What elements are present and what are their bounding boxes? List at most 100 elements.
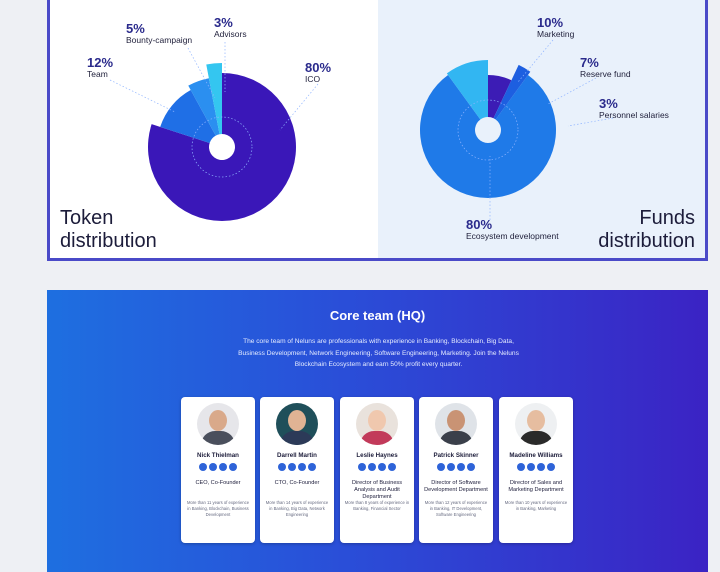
avatar [515, 403, 557, 445]
slice-name-label: Team [87, 69, 108, 79]
member-experience: More than 10 years of experience in Bank… [504, 500, 568, 511]
core-team-section: Core team (HQ) The core team of Neluns a… [47, 290, 708, 572]
funds-chart-title: Funds distribution [598, 207, 695, 253]
avatar-body [280, 431, 314, 445]
member-name: Madeline Williams [509, 452, 563, 459]
twitter-icon[interactable] [388, 463, 396, 471]
leader-line [567, 117, 614, 127]
avatar-body [439, 431, 473, 445]
member-name: Nick Thielman [197, 452, 239, 459]
funds-title-line2: distribution [598, 230, 695, 252]
team-member-card[interactable]: Patrick Skinner Director of Software Dev… [419, 397, 493, 543]
slice-percent-label: 3% [214, 15, 233, 30]
linkedin-icon[interactable] [209, 463, 217, 471]
team-member-card[interactable]: Nick Thielman CEO, Co-Founder More than … [181, 397, 255, 543]
avatar-head [368, 410, 386, 431]
member-role: CEO, Co-Founder [195, 480, 241, 486]
member-role: Director of Sales and Marketing Departme… [508, 480, 564, 493]
member-experience: More than 14 years of experience in Bank… [265, 500, 329, 517]
facebook-icon[interactable] [517, 463, 525, 471]
leader-line [109, 79, 176, 113]
telegram-icon[interactable] [298, 463, 306, 471]
donut-inner-ring [191, 116, 253, 178]
member-role: Director of Business Analysis and Audit … [351, 480, 403, 500]
slice-name-label: Ecosystem development [466, 231, 559, 241]
social-links [340, 463, 414, 471]
pie-slice-advisors [206, 63, 222, 135]
slice-name-label: Reserve fund [580, 69, 631, 79]
twitter-icon[interactable] [467, 463, 475, 471]
avatar-head [288, 410, 306, 431]
social-links [499, 463, 573, 471]
slice-percent-label: 7% [580, 55, 599, 70]
social-links [181, 463, 255, 471]
avatar [356, 403, 398, 445]
donut-inner-ring [457, 99, 519, 161]
telegram-icon[interactable] [219, 463, 227, 471]
avatar [435, 403, 477, 445]
member-role: CTO, Co-Founder [274, 480, 320, 486]
slice-name-label: Advisors [214, 29, 247, 39]
slice-name-label: Bounty-campaign [126, 35, 192, 45]
social-links [419, 463, 493, 471]
slice-name-label: Marketing [537, 29, 575, 39]
twitter-icon[interactable] [229, 463, 237, 471]
member-experience: More than 12 years of experience in Bank… [424, 500, 488, 517]
twitter-icon[interactable] [547, 463, 555, 471]
avatar-head [209, 410, 227, 431]
linkedin-icon[interactable] [288, 463, 296, 471]
facebook-icon[interactable] [278, 463, 286, 471]
team-description: The core team of Neluns are professional… [238, 338, 519, 368]
telegram-icon[interactable] [457, 463, 465, 471]
telegram-icon[interactable] [378, 463, 386, 471]
linkedin-icon[interactable] [368, 463, 376, 471]
member-name: Patrick Skinner [433, 452, 479, 459]
avatar-head [447, 410, 465, 431]
member-experience: More than 11 years of experience in Bank… [186, 500, 250, 517]
leader-line [279, 83, 319, 131]
pie-slice-marketing [446, 60, 488, 120]
member-name: Leslie Haynes [356, 452, 398, 459]
linkedin-icon[interactable] [527, 463, 535, 471]
slice-percent-label: 3% [599, 96, 618, 111]
pie-slice-ico [148, 73, 296, 221]
token-title-line2: distribution [60, 230, 157, 252]
facebook-icon[interactable] [437, 463, 445, 471]
pie-slice-ecosystem-development [420, 74, 556, 199]
slice-percent-label: 12% [87, 55, 113, 70]
member-experience: More than 8 years of experience in Banki… [344, 500, 410, 511]
leader-line [187, 47, 216, 99]
slice-name-label: ICO [305, 74, 321, 84]
twitter-icon[interactable] [308, 463, 316, 471]
team-title: Core team (HQ) [329, 308, 426, 323]
slice-percent-label: 10% [537, 15, 563, 30]
slice-percent-label: 5% [126, 21, 145, 36]
pie-slice-team [160, 90, 216, 143]
team-member-card[interactable]: Darrell Martin CTO, Co-Founder More than… [260, 397, 334, 543]
slice-percent-label: 80% [466, 217, 492, 232]
avatar [276, 403, 318, 445]
social-links [260, 463, 334, 471]
team-member-card[interactable]: Madeline Williams Director of Sales and … [499, 397, 573, 543]
leader-line [517, 39, 554, 83]
facebook-icon[interactable] [199, 463, 207, 471]
telegram-icon[interactable] [537, 463, 545, 471]
funds-title-line1: Funds [639, 207, 695, 229]
pie-slice-bounty-campaign [188, 78, 220, 136]
token-title-line1: Token [60, 207, 114, 229]
distribution-charts-panel: 12% Team 5% Bounty-campaign 3% Advisors 80% ICO… [47, 0, 708, 261]
pie-slice-reserve-fund [488, 75, 512, 119]
funds-distribution-chart: 10% Marketing 7% Reserve fund 3% Personnel sa… [378, 0, 705, 258]
member-name: Darrell Martin [277, 452, 317, 459]
leader-line [547, 77, 597, 105]
team-member-card[interactable]: Leslie Haynes Director of Business Analy… [340, 397, 414, 543]
token-donut-svg: 12%Team 5%Bounty-campaign 3%Advisors 80%ICO [87, 15, 331, 221]
avatar [197, 403, 239, 445]
facebook-icon[interactable] [358, 463, 366, 471]
avatar-head [527, 410, 545, 431]
token-chart-title: Token distribution [60, 207, 157, 253]
funds-donut-svg: 10%Marketing 7%Reserve fund 3%Personnel sa… [420, 15, 669, 241]
linkedin-icon[interactable] [447, 463, 455, 471]
avatar-body [519, 431, 553, 445]
